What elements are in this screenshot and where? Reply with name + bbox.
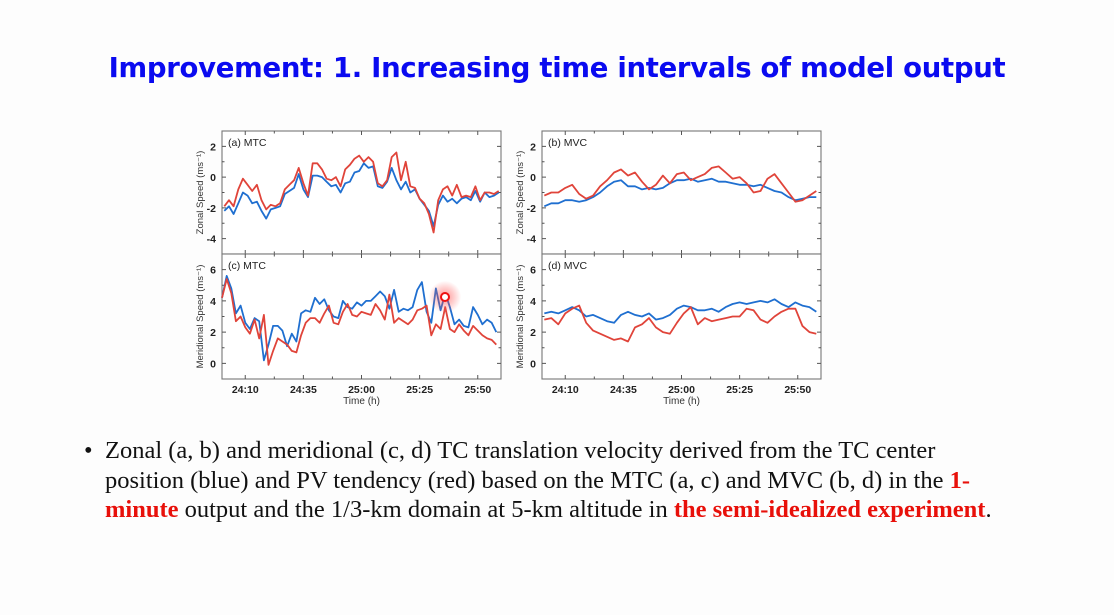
series-line-red <box>544 304 817 343</box>
caption-segment: . <box>985 496 992 524</box>
series-line-red <box>543 165 817 203</box>
bullet-dot-icon: • <box>84 437 93 464</box>
y-tick-label: -4 <box>207 234 216 246</box>
x-tick-label: 25:00 <box>668 384 695 396</box>
y-tick-label: 6 <box>530 265 536 277</box>
y-tick-label: 2 <box>530 141 536 153</box>
panel-label: (a) MTC <box>228 137 267 149</box>
caption-emphasis-experiment: the semi-idealized experiment <box>673 496 986 524</box>
series-line-red <box>221 278 497 366</box>
x-tick-label: 25:50 <box>464 384 491 396</box>
y-tick-label: 0 <box>210 172 216 184</box>
y-tick-label: 2 <box>530 327 536 339</box>
y-tick-label: 4 <box>530 296 536 308</box>
x-axis-label: Time (h) <box>663 396 700 407</box>
y-axis-label: Meridional Speed (ms⁻¹) <box>515 265 526 369</box>
x-tick-label: 25:25 <box>726 384 753 396</box>
x-axis-label: Time (h) <box>343 396 380 407</box>
plot-frame <box>541 130 822 255</box>
y-tick-label: 0 <box>530 172 536 184</box>
y-tick-label: 0 <box>530 358 536 370</box>
x-tick-label: 24:35 <box>290 384 317 396</box>
caption-emphasis-1-minute: 1-minute <box>105 466 971 524</box>
y-tick-label: 2 <box>210 141 216 153</box>
series-line-blue <box>544 298 817 324</box>
plot-frame <box>221 130 502 255</box>
x-tick-label: 24:10 <box>232 384 259 396</box>
y-axis-label: Meridional Speed (ms⁻¹) <box>195 265 206 369</box>
series-line-blue <box>223 162 500 228</box>
y-tick-label: 0 <box>210 358 216 370</box>
y-tick-label: -2 <box>207 203 216 215</box>
panel-label: (d) MVC <box>548 260 588 272</box>
panel-label: (c) MTC <box>228 260 266 272</box>
panel-label: (b) MVC <box>548 137 588 149</box>
y-tick-label: 6 <box>210 265 216 277</box>
y-axis-label: Zonal Speed (ms⁻¹) <box>195 151 206 235</box>
x-tick-label: 25:00 <box>348 384 375 396</box>
y-tick-label: -4 <box>527 234 536 246</box>
y-axis-label: Zonal Speed (ms⁻¹) <box>515 151 526 235</box>
x-tick-label: 24:10 <box>552 384 579 396</box>
y-tick-label: -2 <box>527 203 536 215</box>
caption-segment: Zonal (a, b) and meridional (c, d) TC tr… <box>105 437 950 494</box>
series-line-red <box>223 151 500 234</box>
caption-segment: output and the 1/3-km domain at 5-km alt… <box>178 496 674 524</box>
chart-panel-c: 24:10 24:35 25:00 25:25 25:50 Time (h) 6 4 2 0 Mer… <box>195 253 502 407</box>
y-tick-label: 2 <box>210 327 216 339</box>
x-tick-label: 25:25 <box>406 384 433 396</box>
series-line-blue <box>543 177 817 208</box>
chart-panel-d: 24:10 24:35 25:00 25:25 25:50 Time (h) 6 4 2 0 Mer… <box>515 253 822 407</box>
cursor-pointer-icon <box>440 292 450 302</box>
x-tick-label: 25:50 <box>784 384 811 396</box>
x-tick-label: 24:35 <box>610 384 637 396</box>
y-tick-label: 4 <box>210 296 216 308</box>
caption-text: Zonal (a, b) and meridional (c, d) TC tr… <box>105 436 1005 525</box>
slide-title: Improvement: 1. Increasing time interval… <box>108 52 1006 84</box>
